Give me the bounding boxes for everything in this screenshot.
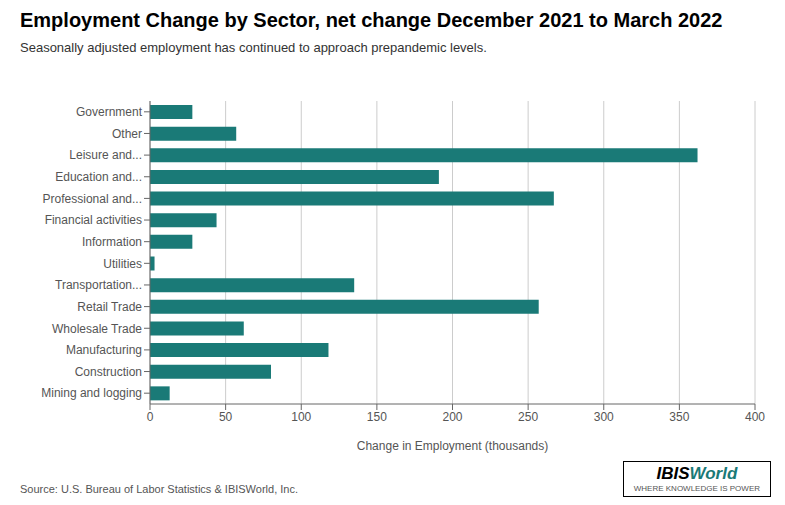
svg-text:250: 250 <box>518 410 538 424</box>
svg-text:Leisure and...: Leisure and... <box>69 148 142 162</box>
html-text:Seasonally adjusted employment: Seasonally adjusted employment has conti… <box>20 40 487 55</box>
svg-text:Utilities: Utilities <box>103 257 142 271</box>
svg-text:Wholesale Trade: Wholesale Trade <box>52 322 142 336</box>
html-text:IBIS World: IBIS World <box>656 464 738 483</box>
svg-text:200: 200 <box>442 410 462 424</box>
svg-text:50: 50 <box>219 410 233 424</box>
html-text:WHERE KNOWLEDGE IS POWER: WHERE KNOWLEDGE IS POWER <box>633 484 760 493</box>
svg-text:Transportation...: Transportation... <box>55 278 142 292</box>
svg-text:Other: Other <box>112 127 142 141</box>
svg-text:Change in Employment (thousand: Change in Employment (thousands) <box>357 439 548 453</box>
svg-text:Manufacturing: Manufacturing <box>66 343 142 357</box>
svg-text:100: 100 <box>291 410 311 424</box>
svg-text:150: 150 <box>367 410 387 424</box>
html-text:Source: U.S. Bureau of Labor S: Source: U.S. Bureau of Labor Statistics … <box>20 483 298 495</box>
svg-text:350: 350 <box>669 410 689 424</box>
svg-text:Information: Information <box>82 235 142 249</box>
svg-text:400: 400 <box>745 410 765 424</box>
svg-text:Mining and logging: Mining and logging <box>41 386 142 400</box>
svg-text:Financial activities: Financial activities <box>45 213 142 227</box>
svg-text:300: 300 <box>594 410 614 424</box>
svg-text:Professional and...: Professional and... <box>43 192 142 206</box>
svg-text:Construction: Construction <box>75 365 142 379</box>
svg-text:Government: Government <box>76 105 143 119</box>
svg-text:0: 0 <box>147 410 154 424</box>
svg-text:Retail Trade: Retail Trade <box>77 300 142 314</box>
html-text:Employment Change by Sector, n: Employment Change by Sector, net change … <box>20 9 723 31</box>
svg-text:Education and...: Education and... <box>55 170 142 184</box>
